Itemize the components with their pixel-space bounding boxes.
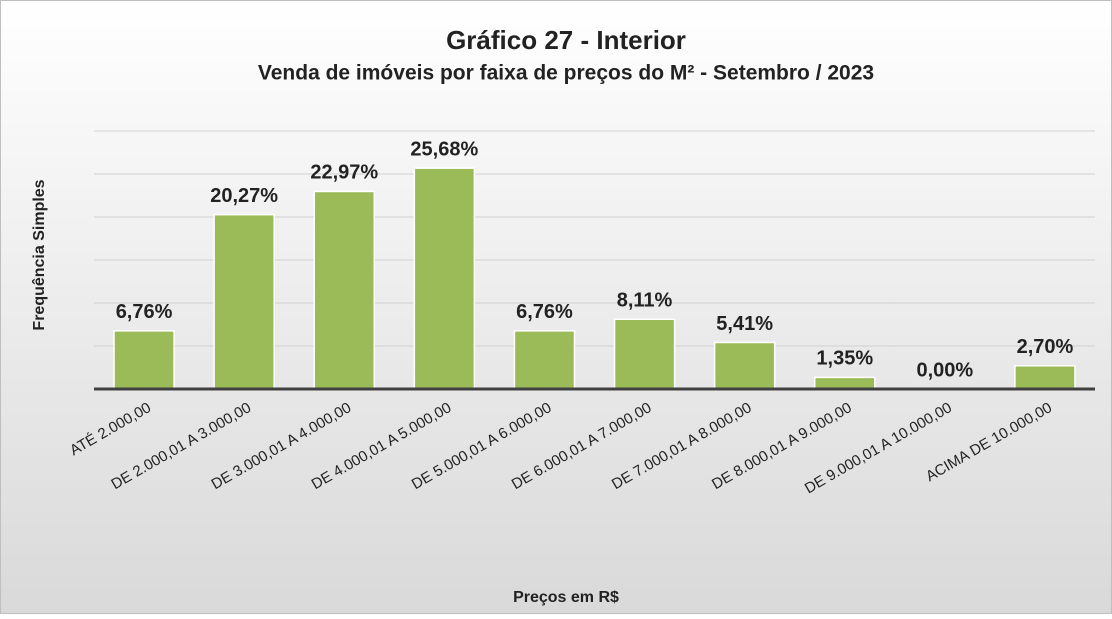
data-label: 6,76% <box>516 301 573 323</box>
bar <box>313 190 376 390</box>
data-label: 6,76% <box>116 301 173 323</box>
bar <box>613 318 676 390</box>
y-axis-label: Frequência Simples <box>31 179 48 330</box>
data-label: 8,11% <box>617 290 673 312</box>
data-label: 25,68% <box>410 138 478 160</box>
bar <box>1014 365 1076 390</box>
data-label: 1,35% <box>816 348 873 370</box>
x-axis-label: Preços em R$ <box>513 589 619 606</box>
bar <box>713 341 776 390</box>
bar <box>413 167 476 390</box>
data-label: 0,00% <box>916 359 973 381</box>
data-label: 20,27% <box>210 185 278 207</box>
data-label: 5,41% <box>716 313 773 335</box>
data-label: 2,70% <box>1017 336 1074 358</box>
bar <box>513 330 576 390</box>
chart-title: Gráfico 27 - Interior <box>446 25 686 55</box>
bar <box>813 376 876 390</box>
data-label: 22,97% <box>310 162 378 184</box>
chart-subtitle: Venda de imóveis por faixa de preços do … <box>258 62 874 85</box>
bar <box>113 330 175 390</box>
bar <box>213 213 275 390</box>
